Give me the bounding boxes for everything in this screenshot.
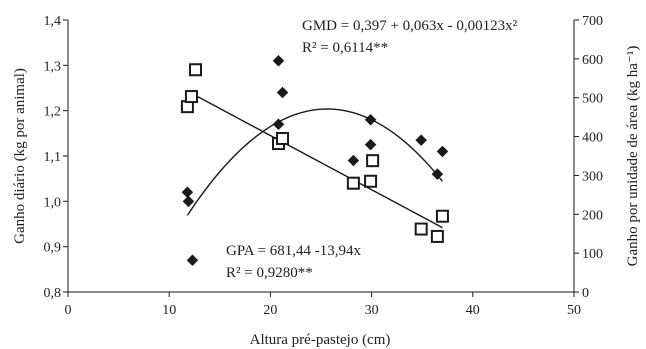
y-right-axis-title: Ganho por unidade de área (kg ha⁻¹)	[625, 46, 641, 267]
diamond-point	[431, 168, 444, 180]
square-point	[346, 176, 360, 190]
y-right-tick-label: 600	[582, 53, 603, 68]
x-tick-label: 50	[567, 303, 581, 318]
x-tick-label: 30	[365, 303, 379, 318]
regression-curves	[186, 90, 443, 229]
gpa-regression-line	[187, 90, 443, 229]
diamond-point	[276, 86, 289, 99]
y-left-tick-label: 1,0	[44, 195, 62, 210]
gpa-r2: R² = 0,9280**	[226, 265, 313, 281]
square-point	[364, 174, 378, 188]
x-tick-label: 10	[162, 303, 176, 318]
x-axis-title: Altura pré-pastejo (cm)	[250, 332, 391, 348]
y-right-tick-label: 500	[582, 92, 603, 107]
gmd-regression-curve	[186, 108, 443, 216]
diamond-point	[272, 118, 285, 131]
y-right-tick-label: 100	[582, 247, 603, 262]
diamond-point	[436, 145, 449, 158]
diamond-point	[182, 195, 195, 208]
diamond-point	[181, 186, 194, 199]
x-tick-label: 20	[263, 303, 277, 318]
y-right-tick-label: 300	[582, 169, 603, 184]
square-point	[189, 63, 203, 77]
y-left-tick-label: 1,2	[44, 105, 62, 120]
x-tick-label: 0	[65, 303, 72, 318]
y-right-tick-label: 700	[582, 14, 603, 29]
y-left-tick-label: 1,4	[44, 14, 62, 29]
square-point	[276, 132, 290, 146]
y-left-tick-label: 0,9	[44, 241, 62, 256]
square-point	[184, 90, 198, 104]
gpa-equation: GPA = 681,44 -13,94x	[226, 243, 362, 259]
diamond-point	[186, 254, 199, 267]
y-left-tick-label: 0,8	[44, 286, 62, 301]
y-left-tick-label: 1,1	[44, 150, 62, 165]
x-tick-label: 40	[466, 303, 480, 318]
y-right-tick-label: 0	[582, 286, 589, 301]
square-point	[414, 222, 428, 236]
y-left-tick-label: 1,3	[44, 59, 62, 74]
gmd-r2: R² = 0,6114**	[302, 40, 388, 56]
square-point	[430, 229, 444, 243]
data-points	[180, 54, 449, 267]
diamond-point	[364, 138, 377, 151]
diamond-point	[364, 113, 377, 126]
y-left-axis-title: Ganho diário (kg por animal)	[12, 68, 28, 244]
diamond-point	[272, 54, 285, 67]
diamond-point	[347, 154, 360, 167]
y-right-tick-label: 200	[582, 208, 603, 223]
square-point	[435, 209, 449, 223]
gmd-equation: GMD = 0,397 + 0,063x - 0,00123x²	[302, 18, 518, 34]
y-right-tick-label: 400	[582, 131, 603, 146]
square-point	[366, 154, 380, 168]
diamond-point	[415, 134, 428, 146]
axes: 0 10 20 30 40 50 0,8 0,9 1,0 1,1 1,2 1,3 1,4 0 100 200 3…	[44, 14, 604, 318]
